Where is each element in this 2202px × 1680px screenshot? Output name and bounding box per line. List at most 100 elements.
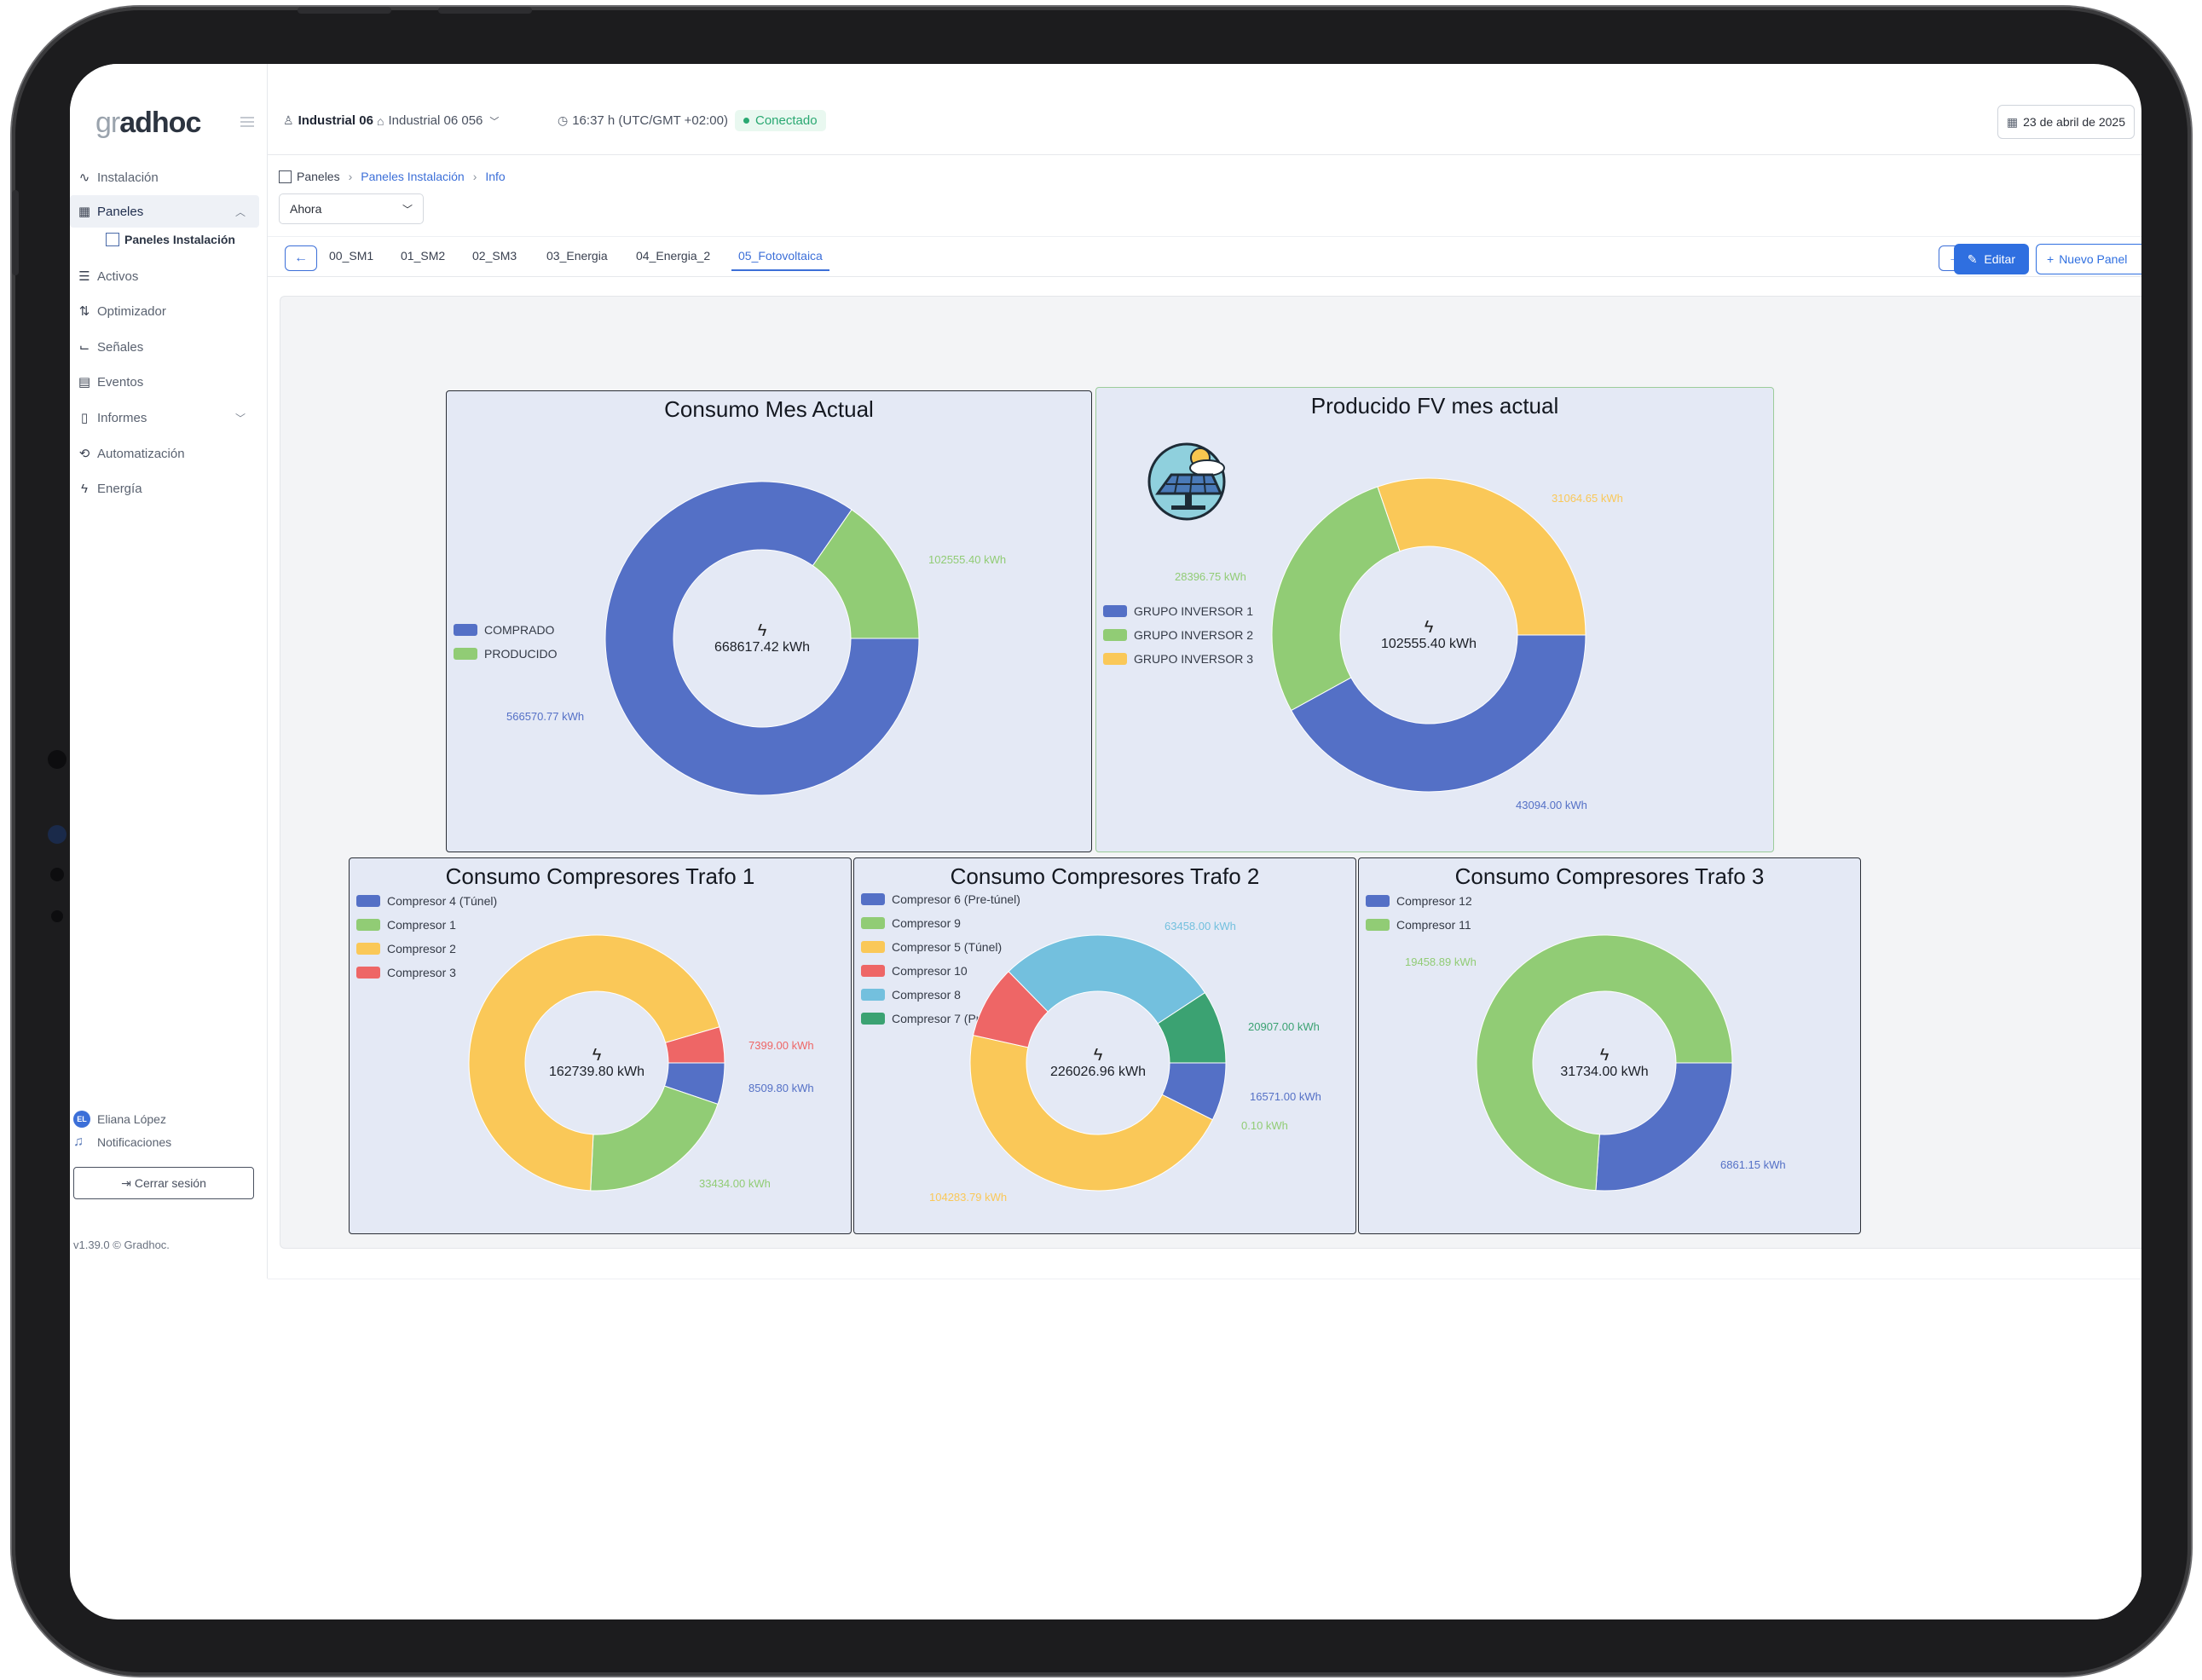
edit-button[interactable]: ✎ Editar bbox=[1953, 244, 2029, 274]
legend-item[interactable]: Compresor 4 (Túnel) bbox=[356, 889, 497, 913]
legend-item[interactable]: Compresor 9 bbox=[861, 911, 1020, 935]
sidebar-item-instalacion[interactable]: ∿ Instalación bbox=[70, 161, 259, 193]
new-panel-button[interactable]: + Nuevo Panel bbox=[2036, 244, 2141, 274]
sidebar-item-activos[interactable]: ☰ Activos bbox=[70, 260, 259, 292]
sidebar-item-optimizador[interactable]: ⇅ Optimizador bbox=[70, 295, 259, 327]
chart-title: Producido FV mes actual bbox=[1310, 393, 1559, 419]
time-range-select[interactable]: Ahora ﹀ bbox=[279, 193, 424, 224]
chart-title: Consumo Compresores Trafo 1 bbox=[445, 863, 755, 889]
prev-tab-button[interactable]: ← bbox=[285, 245, 317, 271]
donut-chart bbox=[1271, 477, 1586, 793]
date-picker[interactable]: ▦ 23 de abril de 2025 bbox=[1997, 105, 2135, 139]
chart-title: Consumo Mes Actual bbox=[664, 396, 874, 422]
sidebar-item-senales[interactable]: ⌙ Señales bbox=[70, 331, 259, 363]
notifications-link[interactable]: ♫ Notificaciones bbox=[73, 1134, 171, 1150]
solar-panel-icon bbox=[1147, 442, 1226, 521]
user-profile[interactable]: EL Eliana López bbox=[73, 1111, 166, 1128]
bolt-icon: ϟ bbox=[757, 621, 767, 640]
sidebar-item-paneles[interactable]: ▦ Paneles ︿ bbox=[70, 195, 259, 228]
sidebar-item-informes[interactable]: ▯ Informes ﹀ bbox=[70, 401, 259, 434]
legend-label: Compresor 9 bbox=[892, 916, 961, 930]
panel-producido-fv[interactable]: Producido FV mes actual GRUPO INVERSOR 1… bbox=[1095, 387, 1774, 852]
legend-label: COMPRADO bbox=[484, 623, 555, 637]
sidebar-item-energia[interactable]: ϟ Energía bbox=[70, 472, 259, 505]
panel-compresores-trafo-2[interactable]: Consumo Compresores Trafo 2 Compresor 6 … bbox=[853, 857, 1356, 1234]
volume-button bbox=[298, 7, 391, 14]
sidebar-item-automatizacion[interactable]: ⟲ Automatización bbox=[70, 437, 259, 470]
legend-label: GRUPO INVERSOR 3 bbox=[1134, 652, 1254, 666]
legend-swatch bbox=[356, 919, 380, 931]
installation-name[interactable]: ♙ Industrial 06 bbox=[283, 113, 373, 128]
tab-05-fotovoltaica[interactable]: 05_Fotovoltaica bbox=[731, 249, 829, 271]
donut-slice[interactable] bbox=[664, 1026, 725, 1064]
tab-03-energia[interactable]: 03_Energia bbox=[546, 249, 608, 263]
chart-total-value: 226026.96 kWh bbox=[1049, 1065, 1147, 1079]
calendar-icon: ▦ bbox=[2006, 114, 2019, 129]
slice-label: 28396.75 kWh bbox=[1175, 570, 1246, 583]
slice-label: 19458.89 kWh bbox=[1405, 955, 1477, 968]
chevron-down-icon: ﹀ bbox=[234, 412, 246, 424]
breadcrumb-root[interactable]: Paneles bbox=[297, 170, 340, 183]
legend-item[interactable]: Compresor 2 bbox=[356, 937, 497, 961]
gradhoc-logo[interactable]: gradhoc bbox=[95, 107, 201, 139]
donut-slice[interactable] bbox=[1157, 991, 1227, 1064]
donut-slice[interactable] bbox=[1476, 934, 1733, 1192]
activity-icon: ∿ bbox=[78, 170, 90, 185]
tab-01-sm2[interactable]: 01_SM2 bbox=[401, 249, 446, 263]
legend-item[interactable]: Compresor 12 bbox=[1366, 889, 1472, 913]
installation-selector[interactable]: ⌂ Industrial 06 056 ﹀ bbox=[377, 113, 499, 128]
chevron-down-icon: ﹀ bbox=[489, 116, 500, 127]
legend-item[interactable]: PRODUCIDO bbox=[454, 642, 558, 666]
sidebar-subitem-paneles-instalacion[interactable]: Paneles Instalación bbox=[106, 233, 235, 246]
legend-item[interactable]: GRUPO INVERSOR 1 bbox=[1103, 599, 1253, 623]
list-icon: ☰ bbox=[78, 269, 90, 284]
donut-slice[interactable] bbox=[969, 1034, 1214, 1192]
legend-item[interactable]: Compresor 1 bbox=[356, 913, 497, 937]
plus-icon: + bbox=[2047, 252, 2055, 266]
donut-slice[interactable] bbox=[590, 1085, 719, 1192]
breadcrumb-paneles-instalacion[interactable]: Paneles Instalación bbox=[361, 170, 465, 183]
empty-area bbox=[268, 1279, 2141, 1619]
legend-swatch bbox=[1366, 919, 1390, 931]
date-label: 23 de abril de 2025 bbox=[2023, 115, 2125, 129]
legend-item[interactable]: Compresor 3 bbox=[356, 961, 497, 984]
logout-button[interactable]: ⇥ Cerrar sesión bbox=[73, 1167, 254, 1199]
slice-label: 6861.15 kWh bbox=[1720, 1158, 1786, 1171]
legend-item[interactable]: Compresor 6 (Pre-túnel) bbox=[861, 887, 1020, 911]
donut-slice[interactable] bbox=[1377, 477, 1586, 636]
tab-04-energia-2[interactable]: 04_Energia_2 bbox=[636, 249, 711, 263]
chart-legend: Compresor 12 Compresor 11 bbox=[1366, 889, 1472, 937]
sidebar: gradhoc ∿ Instalación ▦ Paneles ︿ Paneles I… bbox=[70, 64, 268, 1279]
legend-swatch bbox=[356, 943, 380, 955]
arrow-left-icon: ← bbox=[294, 251, 308, 265]
sidebar-item-eventos[interactable]: ▤ Eventos bbox=[70, 366, 259, 398]
legend-item[interactable]: COMPRADO bbox=[454, 618, 558, 642]
donut-slice[interactable] bbox=[1008, 934, 1206, 1025]
donut-slice[interactable] bbox=[604, 481, 920, 796]
donut-slice[interactable] bbox=[1595, 1062, 1733, 1192]
legend-item[interactable]: Compresor 10 bbox=[861, 959, 1020, 983]
legend-label: GRUPO INVERSOR 1 bbox=[1134, 604, 1254, 618]
panel-compresores-trafo-3[interactable]: Consumo Compresores Trafo 3 Compresor 12… bbox=[1358, 857, 1861, 1234]
logout-label: Cerrar sesión bbox=[134, 1176, 206, 1190]
breadcrumb-info[interactable]: Info bbox=[485, 170, 506, 183]
donut-slice[interactable] bbox=[812, 509, 920, 639]
donut-slice[interactable] bbox=[1271, 486, 1401, 712]
chart-legend: Compresor 4 (Túnel) Compresor 1 Compreso… bbox=[356, 889, 497, 984]
legend-item[interactable]: Compresor 8 bbox=[861, 983, 1020, 1007]
status-badge: Conectado bbox=[735, 110, 826, 131]
legend-item[interactable]: GRUPO INVERSOR 3 bbox=[1103, 647, 1253, 671]
bolt-icon: ϟ bbox=[81, 481, 88, 496]
menu-collapse-icon[interactable] bbox=[240, 117, 254, 127]
donut-slice[interactable] bbox=[1290, 634, 1586, 793]
panel-compresores-trafo-1[interactable]: Consumo Compresores Trafo 1 Compresor 4 … bbox=[349, 857, 852, 1234]
chart-total: ϟ 31734.00 kWh bbox=[1560, 1046, 1648, 1080]
tab-02-sm3[interactable]: 02_SM3 bbox=[472, 249, 517, 263]
legend-item[interactable]: GRUPO INVERSOR 2 bbox=[1103, 623, 1253, 647]
donut-slice[interactable] bbox=[468, 934, 720, 1192]
tab-00-sm1[interactable]: 00_SM1 bbox=[329, 249, 374, 263]
legend-item[interactable]: Compresor 5 (Túnel) bbox=[861, 935, 1020, 959]
avatar: EL bbox=[73, 1111, 90, 1128]
legend-item[interactable]: Compresor 11 bbox=[1366, 913, 1472, 937]
